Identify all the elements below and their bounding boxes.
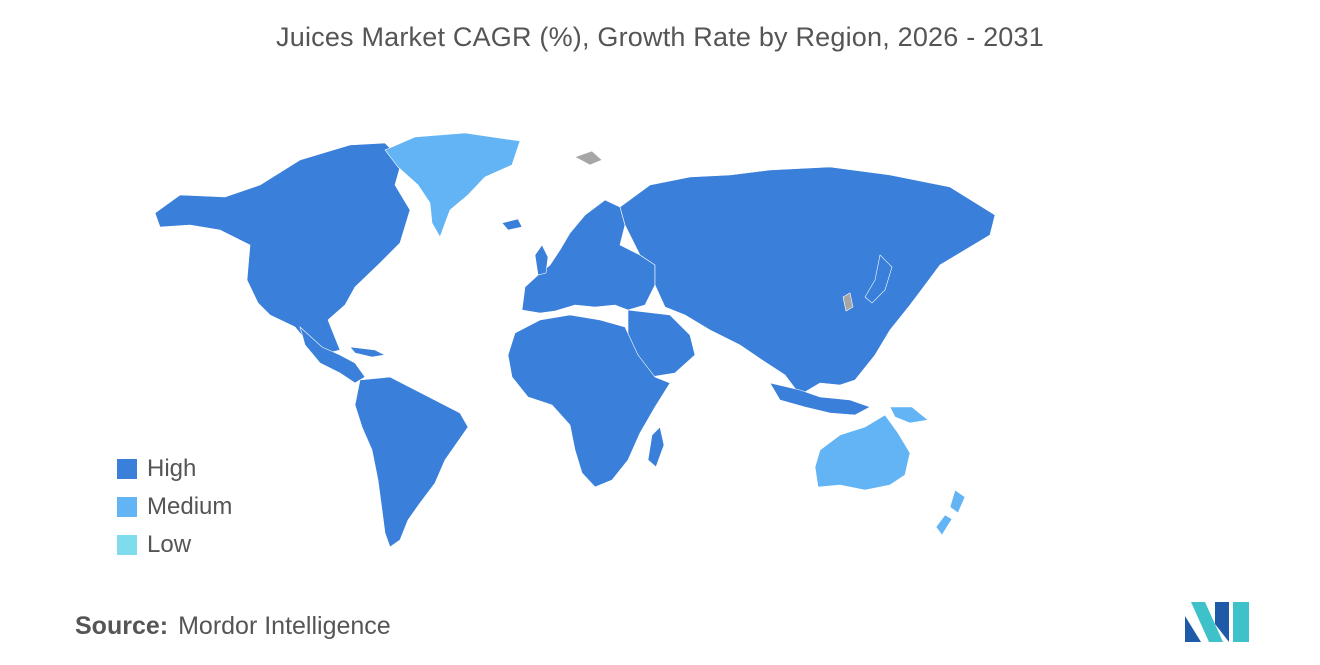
region-greenland: [384, 132, 521, 238]
chart-title: Juices Market CAGR (%), Growth Rate by R…: [276, 22, 1044, 52]
legend: High Medium Low: [117, 450, 232, 564]
source-note: Source: Mordor Intelligence: [75, 612, 391, 641]
region-papua-new-guinea: [889, 406, 929, 424]
region-north-america: [154, 142, 411, 356]
legend-item-low: Low: [117, 526, 232, 564]
logo-shape-mid-right: [1215, 602, 1229, 642]
region-uk: [534, 244, 549, 276]
region-europe: [521, 199, 656, 314]
region-africa: [507, 314, 671, 488]
legend-label-high: High: [147, 455, 197, 482]
region-caribbean: [349, 346, 386, 358]
legend-swatch-medium: [117, 497, 137, 517]
source-label: Source:: [75, 612, 169, 640]
logo-shape-mid-left: [1191, 602, 1223, 642]
legend-item-high: High: [117, 450, 232, 488]
legend-swatch-low: [117, 535, 137, 555]
region-southeast-asia: [769, 382, 871, 416]
region-australia: [814, 414, 911, 491]
logo-shape-right: [1233, 602, 1249, 642]
region-asia: [619, 166, 996, 396]
source-value: Mordor Intelligence: [178, 612, 391, 640]
region-japan: [864, 254, 893, 304]
world-map: [150, 115, 1170, 555]
legend-item-medium: Medium: [117, 488, 232, 526]
legend-swatch-high: [117, 459, 137, 479]
logo-shape-left: [1185, 616, 1201, 642]
region-madagascar: [647, 426, 665, 468]
region-no-data-svalbard: [574, 150, 603, 166]
region-south-america: [354, 376, 469, 548]
legend-label-low: Low: [147, 531, 192, 558]
region-iceland: [501, 218, 523, 231]
region-no-data-korea: [842, 292, 854, 312]
region-new-zealand: [935, 489, 966, 536]
legend-label-medium: Medium: [147, 493, 233, 520]
mordor-intelligence-logo-icon: [1185, 602, 1249, 642]
